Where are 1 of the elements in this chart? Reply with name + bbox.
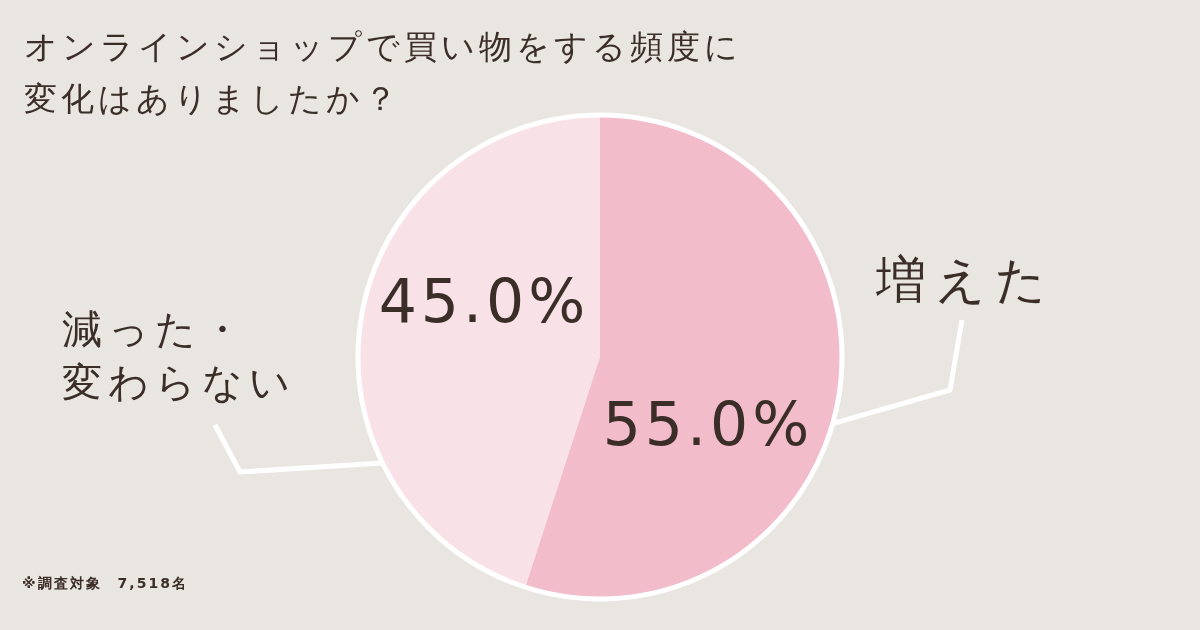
title: オンラインショップで買い物をする頻度に変化はありましたか？ <box>24 27 742 118</box>
